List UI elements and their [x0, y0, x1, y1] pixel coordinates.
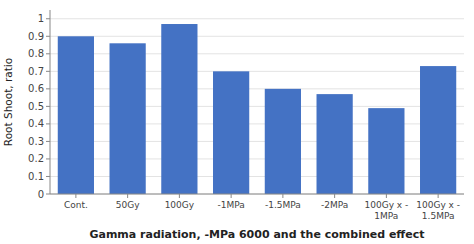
y-tick-label: 0 — [38, 189, 44, 200]
x-tick-label: Cont. — [64, 200, 88, 210]
grid-line — [50, 36, 464, 37]
y-tick-label: 0.3 — [28, 136, 44, 147]
x-tick — [334, 194, 335, 198]
x-tick — [179, 194, 180, 198]
y-tick — [46, 106, 50, 107]
y-tick-label: 0.5 — [28, 101, 44, 112]
y-tick — [46, 53, 50, 54]
y-tick — [46, 158, 50, 159]
axes — [50, 10, 464, 194]
x-axis-line — [50, 194, 464, 195]
y-tick — [46, 176, 50, 177]
y-tick-label: 1 — [38, 13, 44, 24]
x-tick — [438, 194, 439, 198]
grid-line — [50, 194, 464, 195]
bar — [110, 43, 146, 194]
y-tick — [46, 71, 50, 72]
bar — [58, 36, 94, 194]
bar — [213, 71, 249, 194]
x-tick — [75, 194, 76, 198]
x-tick-label: 100Gy — [165, 200, 195, 210]
grid-line — [50, 18, 464, 19]
x-tick-label: 50Gy — [116, 200, 140, 210]
x-tick-label: -1.5MPa — [265, 200, 301, 210]
x-axis: Cont. 50Gy 100Gy -1MPa -1.5MPa -2MPa 100Gy x -… — [64, 194, 460, 221]
y-axis-label: Root Shoot, ratio — [2, 58, 14, 146]
y-tick — [46, 36, 50, 37]
y-tick — [46, 141, 50, 142]
x-tick — [386, 194, 387, 198]
y-axis-line — [50, 10, 51, 194]
bar — [368, 108, 404, 194]
grid — [50, 19, 464, 194]
y-tick-label: 0.8 — [28, 48, 44, 59]
x-tick — [282, 194, 283, 198]
x-tick — [231, 194, 232, 198]
chart-container: 0 0.1 0.2 0.3 0.4 0.5 0.6 0.7 0.8 0.9 1 Cont. 50Gy 10… — [0, 0, 474, 244]
y-axis: 0 0.1 0.2 0.3 0.4 0.5 0.6 0.7 0.8 0.9 1 — [28, 13, 50, 199]
x-tick — [127, 194, 128, 198]
y-tick-label: 0.4 — [28, 118, 44, 129]
y-tick-label: 0.7 — [28, 66, 44, 77]
bar — [161, 24, 197, 194]
y-tick — [46, 18, 50, 19]
y-tick — [46, 88, 50, 89]
bar — [420, 66, 456, 194]
y-tick-label: 0.6 — [28, 83, 44, 94]
y-tick-label: 0.2 — [28, 153, 44, 164]
y-tick — [46, 194, 50, 195]
y-tick-label: 0.1 — [28, 171, 44, 182]
x-tick-label: -1MPa — [217, 200, 244, 210]
bar — [265, 89, 301, 194]
x-tick-label: 100Gy x -1.5MPa — [416, 200, 460, 221]
y-tick — [46, 123, 50, 124]
y-tick-label: 0.9 — [28, 31, 44, 42]
chart: 0 0.1 0.2 0.3 0.4 0.5 0.6 0.7 0.8 0.9 1 Cont. 50Gy 10… — [0, 0, 474, 244]
bars — [58, 24, 456, 194]
x-tick-label: 100Gy x -1MPa — [364, 200, 408, 221]
x-axis-label: Gamma radiation, -MPa 6000 and the combi… — [89, 228, 424, 241]
x-tick-label: -2MPa — [321, 200, 348, 210]
bar — [317, 94, 353, 194]
